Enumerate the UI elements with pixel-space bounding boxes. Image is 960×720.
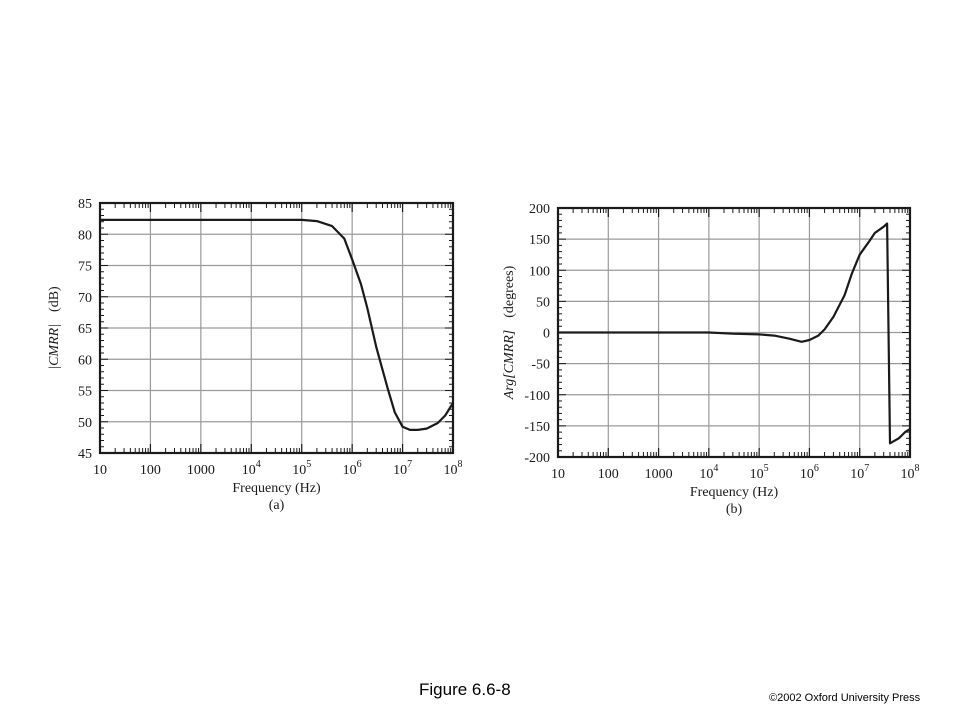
panel-label: (b) bbox=[726, 502, 743, 517]
x-tick-label-exponent: 6 bbox=[357, 459, 362, 470]
x-tick-label: 1000 bbox=[187, 463, 215, 478]
y-tick-label: 200 bbox=[529, 202, 550, 217]
y-tick-label: 60 bbox=[78, 353, 92, 368]
x-tick-label-exponent: 4 bbox=[713, 463, 718, 474]
y-tick-label: 75 bbox=[78, 260, 92, 275]
y-tick-label: 0 bbox=[543, 327, 550, 342]
x-tick-label: 105 bbox=[750, 463, 769, 482]
x-tick-label-base: 10 bbox=[444, 463, 458, 478]
y-tick-label: -200 bbox=[524, 451, 550, 466]
y-tick-label: 150 bbox=[529, 233, 550, 248]
y-tick-label: -100 bbox=[524, 389, 550, 404]
y-tick-label: 70 bbox=[78, 291, 92, 306]
y-tick-label: 50 bbox=[78, 416, 92, 431]
x-axis-title: Frequency (Hz) bbox=[232, 481, 321, 496]
x-tick-label: 10 bbox=[551, 467, 565, 482]
x-tick-label-base: 10 bbox=[800, 467, 814, 482]
y-tick-label: 45 bbox=[78, 447, 92, 462]
plot-frame bbox=[98, 201, 455, 455]
x-tick-label-base: 10 bbox=[551, 467, 565, 482]
x-tick-label: 108 bbox=[901, 463, 920, 482]
x-tick-label-base: 10 bbox=[699, 467, 713, 482]
x-tick-label-base: 10 bbox=[343, 463, 357, 478]
x-tick-label: 104 bbox=[699, 463, 718, 482]
x-tick-label-exponent: 7 bbox=[407, 459, 412, 470]
x-tick-label-base: 10 bbox=[750, 467, 764, 482]
figure-caption: Figure 6.6-8 bbox=[419, 680, 511, 699]
series-line bbox=[558, 222, 911, 445]
x-tick-label: 100 bbox=[598, 467, 619, 482]
y-tick-label: -50 bbox=[531, 358, 550, 373]
x-tick-label: 107 bbox=[393, 459, 412, 478]
x-tick-label-exponent: 8 bbox=[458, 459, 463, 470]
x-tick-label-base: 10 bbox=[850, 467, 864, 482]
x-tick-label-exponent: 8 bbox=[915, 463, 920, 474]
x-tick-label-base: 10 bbox=[242, 463, 256, 478]
y-tick-label: 55 bbox=[78, 385, 92, 400]
x-tick-label-base: 10 bbox=[901, 467, 915, 482]
series-line bbox=[100, 218, 454, 431]
x-tick-label: 107 bbox=[850, 463, 869, 482]
x-tick-label-exponent: 4 bbox=[256, 459, 261, 470]
panel-label: (a) bbox=[269, 498, 285, 513]
y-axis-title-main: |CMRR| bbox=[47, 324, 62, 370]
x-tick-label-exponent: 5 bbox=[764, 463, 769, 474]
chart-panel-b: 10 100 1000 104 105 106 107 108200150100500-50-… bbox=[502, 202, 920, 517]
chart-panel-a: 10 100 1000 104 105 106 107 1084550556065707580… bbox=[47, 197, 463, 513]
y-tick-label: 50 bbox=[536, 295, 550, 310]
copyright-notice: ©2002 Oxford University Press bbox=[769, 692, 921, 704]
x-tick-label-base: 1000 bbox=[187, 463, 215, 478]
x-tick-label-base: 10 bbox=[93, 463, 107, 478]
x-tick-label-exponent: 5 bbox=[306, 459, 311, 470]
x-tick-label: 105 bbox=[292, 459, 311, 478]
y-axis-title: Arg[CMRR] (degrees) bbox=[502, 265, 517, 400]
x-tick-label: 108 bbox=[444, 459, 463, 478]
y-tick-label: 80 bbox=[78, 228, 92, 243]
y-axis-title-main: Arg[CMRR] bbox=[502, 330, 517, 400]
x-tick-label: 104 bbox=[242, 459, 261, 478]
x-axis-title: Frequency (Hz) bbox=[690, 485, 779, 500]
x-tick-label-exponent: 7 bbox=[864, 463, 869, 474]
x-tick-label: 106 bbox=[800, 463, 819, 482]
x-tick-label-base: 10 bbox=[393, 463, 407, 478]
x-tick-label-base: 1000 bbox=[645, 467, 673, 482]
y-tick-label: 65 bbox=[78, 322, 92, 337]
x-tick-label: 100 bbox=[140, 463, 161, 478]
x-tick-label: 106 bbox=[343, 459, 362, 478]
y-tick-label: 100 bbox=[529, 264, 550, 279]
x-tick-label-base: 10 bbox=[292, 463, 306, 478]
x-tick-label-base: 100 bbox=[598, 467, 619, 482]
x-tick-label-exponent: 6 bbox=[814, 463, 819, 474]
y-tick-label: -150 bbox=[524, 420, 550, 435]
x-tick-label: 10 bbox=[93, 463, 107, 478]
x-tick-label-base: 100 bbox=[140, 463, 161, 478]
y-axis-title: |CMRR| (dB) bbox=[47, 286, 62, 370]
y-axis-title-unit: (degrees) bbox=[502, 265, 517, 317]
y-tick-label: 85 bbox=[78, 197, 92, 212]
x-tick-label: 1000 bbox=[645, 467, 673, 482]
y-axis-title-unit: (dB) bbox=[47, 286, 62, 312]
